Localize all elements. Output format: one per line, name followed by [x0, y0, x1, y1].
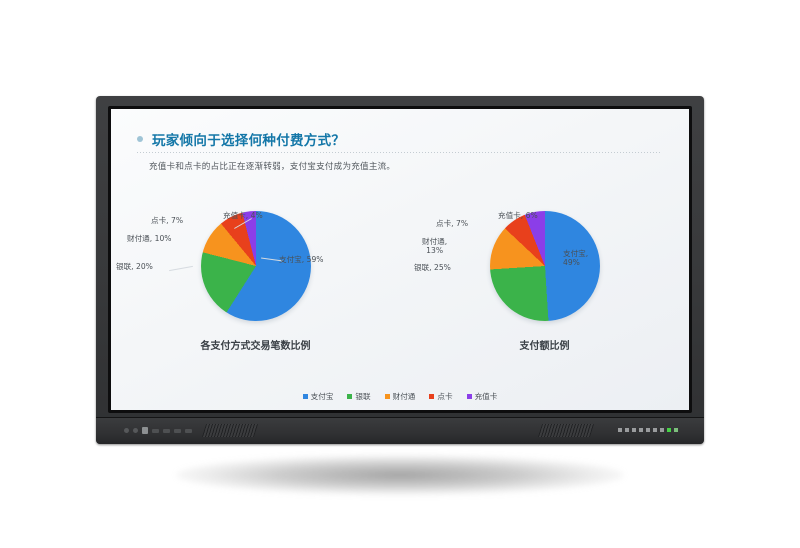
pie-label-tenpay-line2: 13% [426, 246, 444, 256]
legend-item-1[interactable]: 银联 [347, 391, 371, 402]
indicator-dot-icon [660, 428, 664, 432]
pie-graphic-right [489, 211, 600, 321]
pie-wrap-right: 银联, 25% 财付通, 13% 点卡, 7% 充值卡, 6% 支付宝, 49% [400, 211, 689, 329]
legend-label: 充值卡 [474, 392, 498, 401]
page-title: 玩家倾向于选择何种付费方式？ [152, 133, 346, 149]
legend-label: 银联 [355, 392, 371, 401]
legend-item-0[interactable]: 支付宝 [302, 391, 334, 402]
legend-item-3[interactable]: 点卡 [429, 391, 453, 402]
menu-button-icon[interactable] [133, 428, 138, 433]
power-button-icon[interactable] [124, 428, 129, 433]
interactive-flat-panel-display: 玩家倾向于选择何种付费方式？ 充值卡和点卡的占比正在逐渐转弱，支付宝支付成为充值… [96, 96, 704, 444]
legend-item-2[interactable]: 财付通 [384, 391, 416, 402]
chart-caption-right: 支付额比例 [519, 341, 570, 352]
indicator-dot-icon [639, 428, 643, 432]
pie-wrap-left: 银联, 20% 财付通, 10% 点卡, 7% 充值卡, 4% 支付宝, 59% [111, 211, 400, 329]
settings-button-icon[interactable] [185, 428, 192, 433]
slide-subtitle: 充值卡和点卡的占比正在逐渐转弱，支付宝支付成为充值主流。 [149, 162, 396, 172]
presentation-slide: 玩家倾向于选择何种付费方式？ 充值卡和点卡的占比正在逐渐转弱，支付宝支付成为充值… [111, 109, 689, 410]
legend-swatch-icon [466, 394, 472, 399]
pie-label-tenpay-line1: 财付通, [422, 237, 448, 246]
bullet-dot-icon [137, 136, 143, 142]
screen-surface[interactable]: 玩家倾向于选择何种付费方式？ 充值卡和点卡的占比正在逐渐转弱，支付宝支付成为充值… [111, 109, 689, 410]
pie-label-rechargecard: 充值卡, 4% [223, 211, 263, 220]
pie-graphic-left [200, 211, 311, 321]
charts-container: 银联, 20% 财付通, 10% 点卡, 7% 充值卡, 4% 支付宝, 59%… [111, 187, 689, 372]
indicator-dot-icon [625, 428, 629, 432]
slide-title-row: 玩家倾向于选择何种付费方式？ [137, 129, 345, 149]
bottom-bezel [96, 417, 704, 444]
pie-label-unionpay: 银联, 20% [116, 262, 153, 271]
chart-legend: 支付宝 银联 财付通 点卡 充值卡 [111, 391, 689, 402]
legend-label: 点卡 [437, 392, 453, 401]
pie-label-unionpay: 银联, 25% [414, 263, 451, 272]
pie-label-tenpay: 财付通, 10% [127, 234, 172, 243]
pie-chart-transaction-count: 银联, 20% 财付通, 10% 点卡, 7% 充值卡, 4% 支付宝, 59%… [111, 187, 400, 372]
indicator-dot-icon [646, 428, 650, 432]
speaker-grille-left [201, 424, 259, 437]
legend-swatch-icon [302, 394, 308, 399]
indicator-dot-icon [632, 428, 636, 432]
input-source-button-icon[interactable] [174, 428, 181, 433]
pie-label-pointcard: 点卡, 7% [436, 219, 469, 228]
pie-label-alipay-line1: 支付宝, [563, 249, 589, 258]
indicator-dot-icon [653, 428, 657, 432]
pie-label-tenpay: 财付通, 13% [422, 237, 447, 256]
home-button-icon[interactable] [142, 427, 148, 434]
legend-swatch-icon [429, 394, 435, 399]
title-divider [137, 152, 662, 153]
indicator-dot-icon [618, 428, 622, 432]
pie-label-alipay: 支付宝, 49% [563, 249, 588, 268]
volume-down-button-icon[interactable] [152, 428, 159, 433]
pie-label-rechargecard: 充值卡, 6% [498, 211, 538, 220]
legend-swatch-icon [384, 394, 390, 399]
volume-up-button-icon[interactable] [163, 428, 170, 433]
legend-label: 财付通 [392, 392, 416, 401]
legend-swatch-icon [347, 394, 353, 399]
power-led-icon [667, 428, 671, 432]
pie-label-alipay-line2: 49% [563, 258, 580, 268]
bezel-control-buttons[interactable] [124, 427, 192, 434]
legend-label: 支付宝 [310, 392, 334, 401]
pie-label-pointcard: 点卡, 7% [151, 216, 184, 225]
pie-chart-payment-amount: 银联, 25% 财付通, 13% 点卡, 7% 充值卡, 6% 支付宝, 49%… [400, 187, 689, 372]
pie-label-alipay: 支付宝, 59% [279, 255, 324, 264]
legend-item-4[interactable]: 充值卡 [466, 391, 498, 402]
status-led-icon [674, 428, 678, 432]
bezel-indicator-lights [618, 428, 678, 432]
speaker-grille-right [537, 424, 595, 437]
leader-line [169, 265, 193, 272]
chart-caption-left: 各支付方式交易笔数比例 [200, 341, 311, 352]
device-drop-shadow [176, 455, 624, 495]
